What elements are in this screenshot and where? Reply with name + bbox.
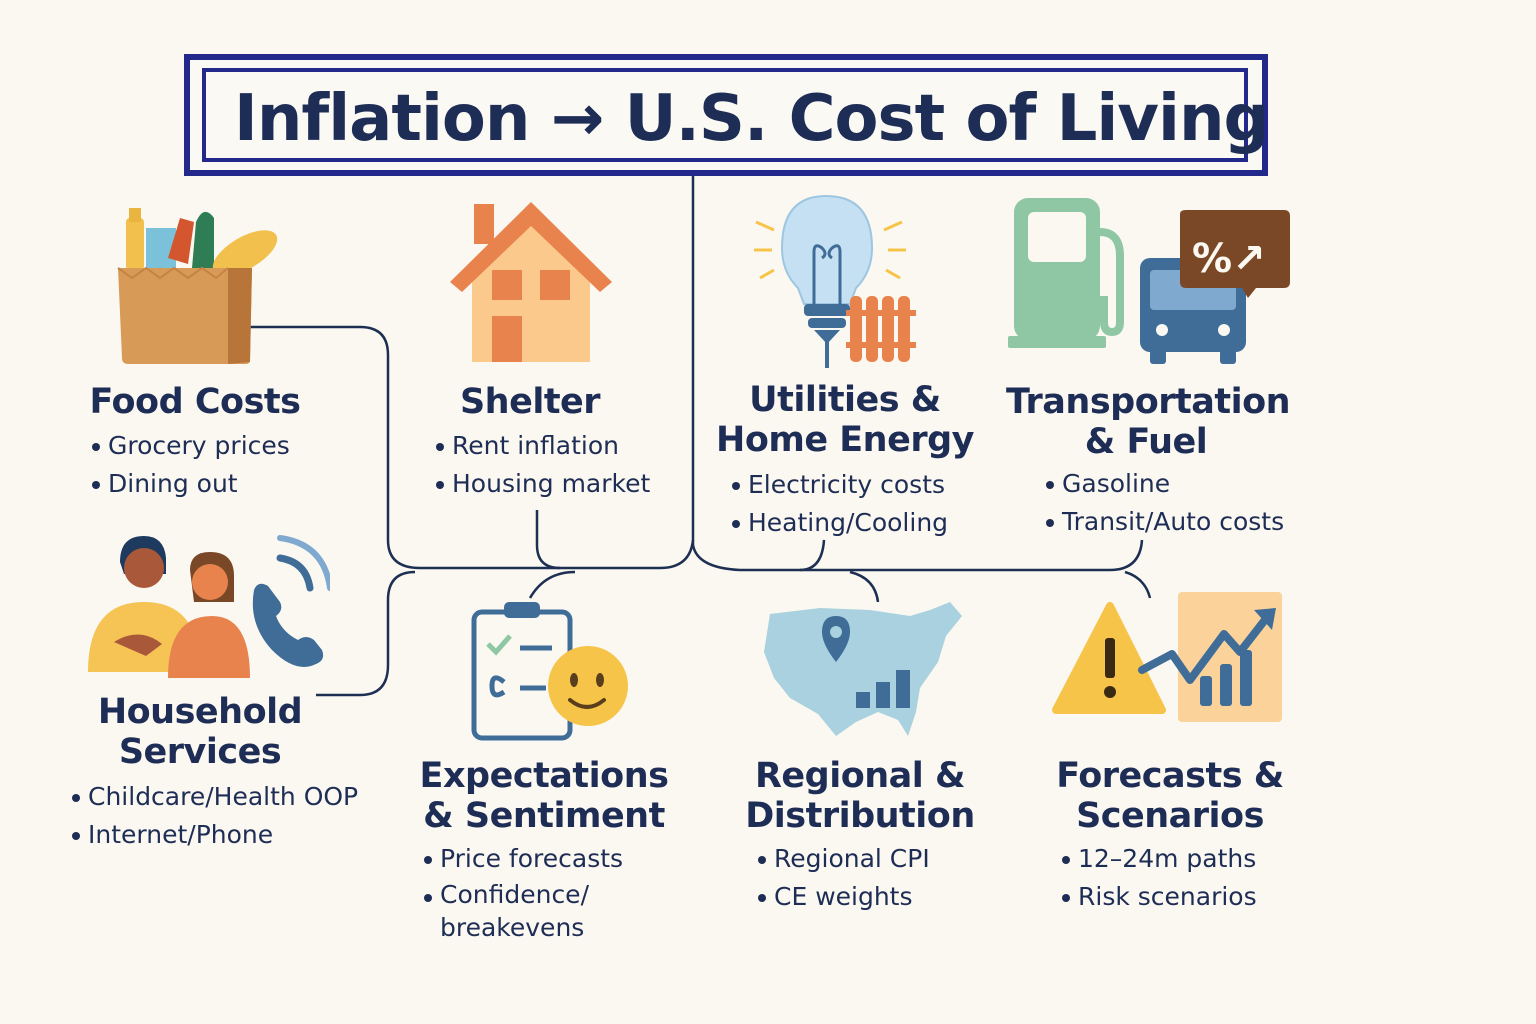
food-bullets: Grocery prices Dining out: [90, 427, 290, 503]
bullet-12-24m-paths: 12–24m paths: [1060, 840, 1257, 878]
forecasts-heading: Forecasts & Scenarios: [1040, 756, 1300, 836]
checklist-smiley-icon: [471, 602, 628, 741]
utilities-heading-line1: Utilities &: [749, 380, 941, 420]
expectations-heading: Expectations & Sentiment: [414, 756, 674, 836]
household-heading-line1: Household: [97, 692, 303, 732]
food-heading: Food Costs: [89, 382, 301, 422]
household-heading-line2: Services: [118, 732, 282, 772]
regional-heading-line2: Distribution: [745, 796, 975, 836]
house-icon: [450, 202, 612, 362]
regional-bullets: Regional CPI CE weights: [756, 840, 930, 916]
bullet-grocery-prices: Grocery prices: [90, 427, 290, 465]
shelter-bullets: Rent inflation Housing market: [434, 427, 650, 503]
people-phone-icon: [88, 535, 330, 678]
shelter-heading: Shelter: [459, 382, 601, 422]
warning-chart-icon: [1052, 592, 1282, 722]
transport-bullets: Gasoline Transit/Auto costs: [1044, 465, 1284, 541]
regional-heading-line1: Regional &: [754, 756, 966, 796]
grocery-bag-icon: [117, 208, 278, 364]
bullet-heating-cooling: Heating/Cooling: [730, 504, 948, 542]
bullet-confidence-breakevens: Confidence/ breakevens: [422, 878, 632, 944]
household-heading: Household Services: [80, 692, 320, 772]
forecasts-heading-line1: Forecasts &: [1056, 756, 1284, 796]
bullet-internet-phone: Internet/Phone: [70, 816, 358, 854]
expectations-heading-line2: & Sentiment: [423, 796, 665, 836]
title-inner-border: [202, 68, 1248, 162]
transport-heading: Transportation & Fuel: [1006, 382, 1291, 462]
bullet-transit-auto: Transit/Auto costs: [1044, 503, 1284, 541]
utilities-heading: Utilities & Home Energy: [710, 380, 980, 460]
percent-arrow-badge: %↗: [1192, 236, 1266, 282]
lightbulb-radiator-icon: [754, 194, 916, 368]
utilities-bullets: Electricity costs Heating/Cooling: [730, 466, 948, 542]
us-map-icon: [764, 602, 962, 736]
bullet-childcare-health: Childcare/Health OOP: [70, 778, 358, 816]
bullet-regional-cpi: Regional CPI: [756, 840, 930, 878]
title-box: Inflation → U.S. Cost of Living: [184, 54, 1269, 176]
bullet-ce-weights: CE weights: [756, 878, 930, 916]
forecasts-bullets: 12–24m paths Risk scenarios: [1060, 840, 1257, 916]
transport-heading-line1: Transportation: [1006, 382, 1291, 422]
fuel-pump-bus-icon: %↗: [1008, 198, 1290, 364]
bullet-rent-inflation: Rent inflation: [434, 427, 650, 465]
regional-heading: Regional & Distribution: [730, 756, 990, 836]
bullet-price-forecasts: Price forecasts: [422, 840, 632, 878]
expectations-bullets: Price forecasts Confidence/ breakevens: [422, 840, 632, 944]
bullet-gasoline: Gasoline: [1044, 465, 1284, 503]
transport-heading-line2: & Fuel: [1084, 422, 1208, 462]
bullet-risk-scenarios: Risk scenarios: [1060, 878, 1257, 916]
household-bullets: Childcare/Health OOP Internet/Phone: [70, 778, 358, 854]
bullet-housing-market: Housing market: [434, 465, 650, 503]
forecasts-heading-line2: Scenarios: [1076, 796, 1264, 836]
bullet-electricity-costs: Electricity costs: [730, 466, 948, 504]
utilities-heading-line2: Home Energy: [716, 420, 974, 460]
page-title: Inflation → U.S. Cost of Living: [234, 82, 1269, 156]
expectations-heading-line1: Expectations: [419, 756, 669, 796]
bullet-dining-out: Dining out: [90, 465, 290, 503]
